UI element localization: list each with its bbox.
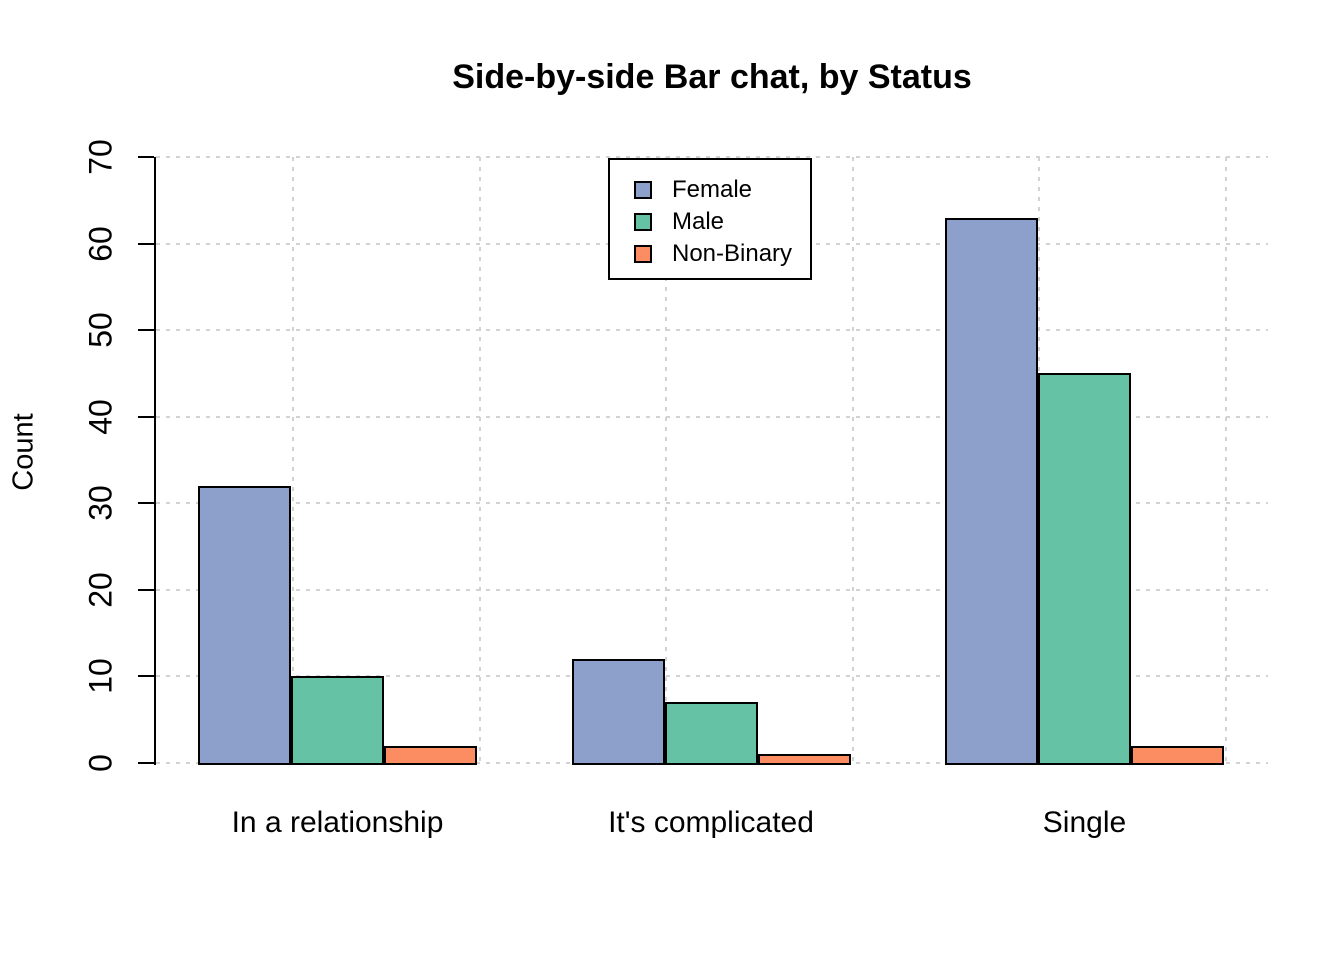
y-tick-label: 50 xyxy=(82,312,119,348)
legend-swatch-icon xyxy=(634,181,652,199)
gridline-horizontal xyxy=(156,329,1268,331)
y-axis-tick xyxy=(138,156,154,158)
legend-swatch-icon xyxy=(634,213,652,231)
y-axis-tick xyxy=(138,416,154,418)
y-axis-tick xyxy=(138,675,154,677)
gridline-horizontal xyxy=(156,416,1268,418)
x-category-label: Single xyxy=(1042,806,1127,839)
bar-non-binary xyxy=(1131,746,1224,765)
bar-female xyxy=(572,659,665,765)
gridline-horizontal xyxy=(156,156,1268,158)
y-axis-tick xyxy=(138,243,154,245)
legend-label: Male xyxy=(672,208,725,235)
y-axis-line xyxy=(154,157,156,765)
bar-female xyxy=(198,486,291,765)
gridline-vertical xyxy=(478,157,481,763)
y-tick-label: 10 xyxy=(82,658,119,694)
gridline-vertical xyxy=(851,157,854,763)
bar-non-binary xyxy=(758,754,851,765)
x-category-label: In a relationship xyxy=(231,806,444,839)
legend-label: Non-Binary xyxy=(672,240,793,267)
y-tick-label: 20 xyxy=(82,572,119,608)
legend-swatch-icon xyxy=(634,245,652,263)
bar-female xyxy=(945,218,1038,765)
legend: Female Male Non-Binary xyxy=(608,158,812,280)
y-tick-label: 40 xyxy=(82,399,119,435)
legend-label: Female xyxy=(672,176,753,203)
gridline-horizontal xyxy=(156,502,1268,504)
y-tick-label: 70 xyxy=(82,139,119,175)
y-axis-label: Count xyxy=(7,413,40,491)
y-axis-tick xyxy=(138,762,154,764)
chart-title: Side-by-side Bar chat, by Status xyxy=(452,58,972,96)
gridline-vertical xyxy=(1224,157,1227,763)
y-axis-tick xyxy=(138,502,154,504)
bar-male xyxy=(665,702,758,765)
gridline-horizontal xyxy=(156,675,1268,677)
y-tick-label: 30 xyxy=(82,485,119,521)
gridline-vertical xyxy=(665,157,667,763)
y-tick-label: 60 xyxy=(82,226,119,262)
bar-male xyxy=(291,676,384,765)
y-tick-label: 0 xyxy=(82,754,119,772)
y-axis-tick xyxy=(138,589,154,591)
gridline-horizontal xyxy=(156,589,1268,591)
bar-non-binary xyxy=(384,746,477,765)
x-category-label: It's complicated xyxy=(608,806,814,839)
y-axis-tick xyxy=(138,329,154,331)
gridline-vertical xyxy=(292,157,294,763)
bar-male xyxy=(1038,373,1131,765)
